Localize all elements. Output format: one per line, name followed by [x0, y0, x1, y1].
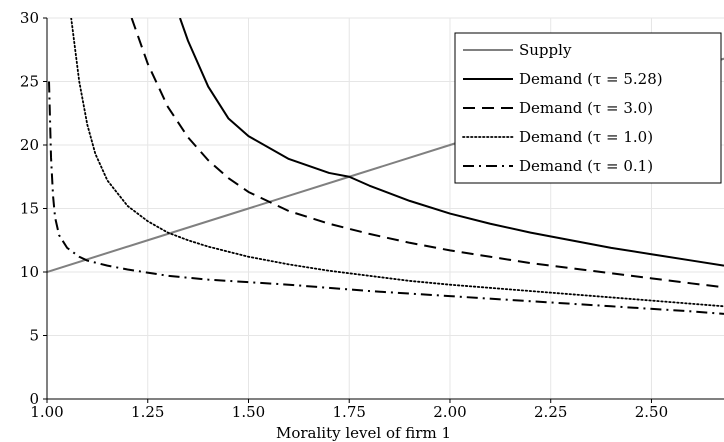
- legend-label-4: Demand (τ = 0.1): [519, 157, 653, 175]
- y-tick-label: 30: [20, 9, 39, 27]
- y-tick-label: 5: [29, 327, 39, 345]
- legend-box: [454, 32, 722, 184]
- x-tick-label: 1.75: [333, 403, 366, 421]
- series-line-2: [130, 18, 724, 289]
- x-tick-label: 1.25: [131, 403, 164, 421]
- legend-label-3: Demand (τ = 1.0): [519, 128, 653, 146]
- y-tick-labels: 0 5 10 15 20 25 30: [20, 9, 47, 408]
- y-tick-label: 20: [20, 136, 39, 154]
- series-line-1: [179, 18, 724, 267]
- x-tick-label: 1.50: [232, 403, 265, 421]
- y-tick-label: 25: [20, 73, 39, 91]
- x-tick-label: 2.25: [534, 403, 567, 421]
- series-line-4: [48, 81, 724, 315]
- x-tick-label: 2.00: [433, 403, 466, 421]
- y-tick-label: 15: [20, 200, 39, 218]
- y-tick-label: 0: [29, 390, 39, 408]
- x-tick-label: 1.00: [30, 403, 63, 421]
- series-line-3: [70, 18, 724, 308]
- x-tick-labels: 1.00 1.25 1.50 1.75 2.00 2.25 2.50: [30, 399, 668, 421]
- legend-label-2: Demand (τ = 3.0): [519, 99, 653, 117]
- y-tick-label: 10: [20, 263, 39, 281]
- legend-items: Supply Demand (τ = 5.28) Demand (τ = 3.0) D…: [462, 41, 663, 175]
- legend-label-1: Demand (τ = 5.28): [519, 70, 663, 88]
- x-axis-title: Morality level of firm 1: [276, 424, 451, 442]
- legend: Supply Demand (τ = 5.28) Demand (τ = 3.0) D…: [454, 32, 722, 184]
- x-tick-label: 2.50: [635, 403, 668, 421]
- legend-label-0: Supply: [519, 41, 572, 59]
